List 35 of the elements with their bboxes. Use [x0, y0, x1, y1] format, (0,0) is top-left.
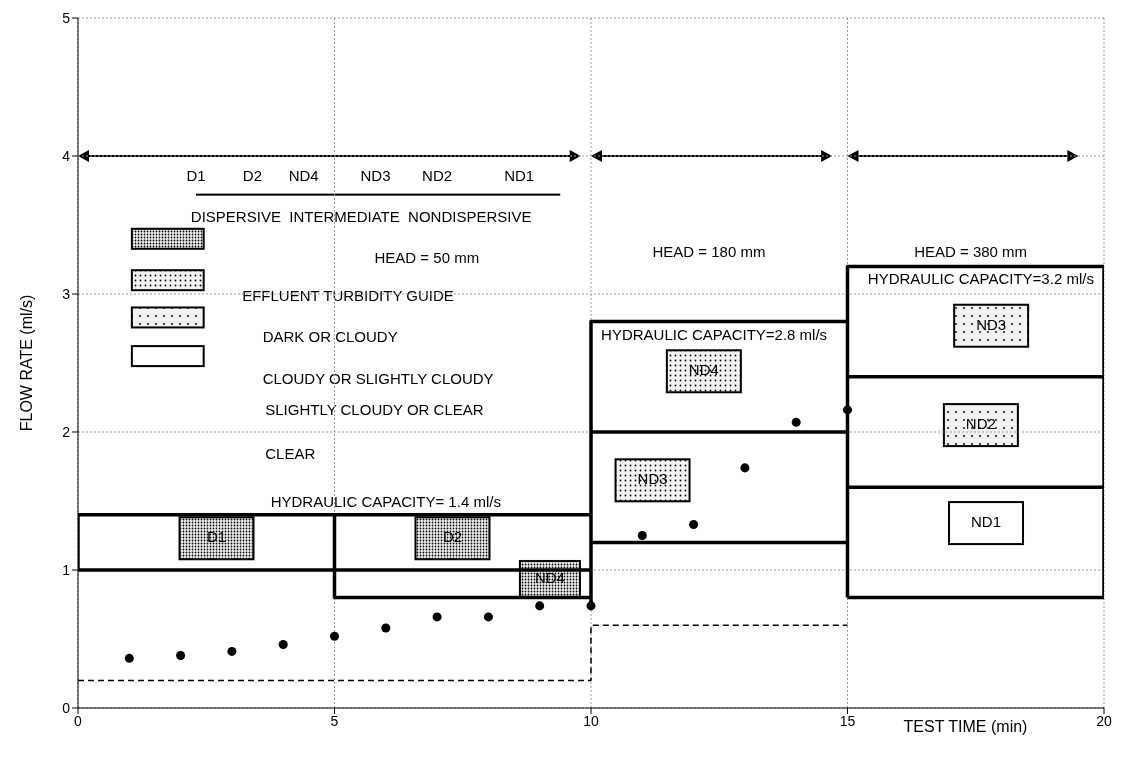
y-axis-title: FLOW RATE (ml/s) — [17, 294, 35, 432]
annotation: ND4 — [288, 166, 319, 184]
annotation: DARK OR CLOUDY — [262, 328, 398, 346]
annotation: D2 — [242, 166, 263, 184]
annotation: ND3 — [360, 166, 391, 184]
y-tick-label: 5 — [62, 9, 71, 26]
x-tick-label: 10 — [583, 712, 599, 729]
x-axis-title: TEST TIME (min) — [903, 718, 1028, 736]
x-tick-label: 0 — [74, 712, 83, 729]
annotation: EFFLUENT TURBIDITY GUIDE — [242, 286, 454, 304]
y-tick-label: 2 — [62, 423, 71, 440]
annotation: HEAD = 180 mm — [652, 242, 766, 260]
annotation: CLOUDY OR SLIGHTLY CLOUDY — [262, 369, 494, 387]
annotation: ND4 — [688, 361, 719, 379]
annotation: HYDRAULIC CAPACITY=2.8 ml/s — [601, 325, 828, 343]
annotation: ND3 — [976, 315, 1007, 333]
annotation: HYDRAULIC CAPACITY=3.2 ml/s — [867, 270, 1094, 288]
x-tick-label: 15 — [839, 712, 856, 729]
annotation: HEAD = 380 mm — [914, 242, 1028, 260]
annotation: CLEAR — [265, 445, 316, 463]
annotation: ND1 — [504, 166, 535, 184]
annotation: ND2 — [965, 415, 996, 433]
annotation: D1 — [186, 166, 206, 184]
y-tick-label: 3 — [62, 285, 71, 302]
annotation: DISPERSIVE INTERMEDIATE NONDISPERSIVE — [190, 208, 532, 226]
y-tick-label: 4 — [62, 147, 71, 164]
x-tick-label: 5 — [330, 712, 339, 729]
y-tick-label: 1 — [62, 561, 71, 578]
x-tick-label: 20 — [1096, 712, 1112, 729]
annotation: ND2 — [422, 166, 453, 184]
annotation: ND1 — [971, 513, 1002, 531]
annotation: HYDRAULIC CAPACITY= 1.4 ml/s — [270, 492, 501, 510]
annotation: SLIGHTLY CLOUDY OR CLEAR — [265, 401, 484, 419]
y-tick-label: 0 — [62, 699, 71, 716]
annotation: HEAD = 50 mm — [374, 249, 480, 267]
